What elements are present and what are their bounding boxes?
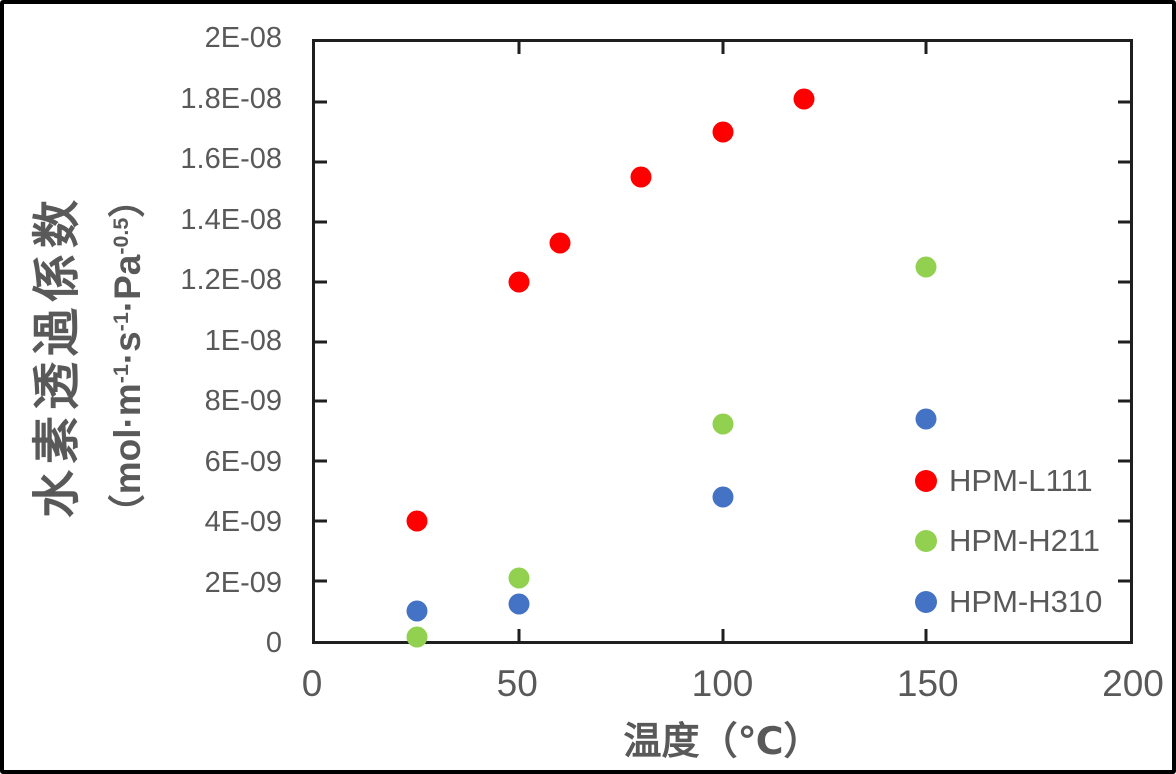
data-point-HPM-L111 (406, 510, 428, 532)
y-tick-left (315, 100, 327, 104)
legend-item-HPM-H211: HPM-H211 (915, 523, 1100, 559)
legend-label: HPM-L111 (949, 463, 1093, 498)
x-tick-bottom (721, 629, 724, 641)
data-point-HPM-L111 (712, 121, 733, 143)
data-point-HPM-H211 (406, 626, 428, 647)
y-tick-left (315, 160, 327, 164)
x-tick-label: 50 (496, 663, 538, 704)
y-tick-left (315, 519, 327, 523)
y-tick-left (315, 280, 327, 284)
legend-label: HPM-H310 (949, 584, 1103, 619)
y-tick-label: 1.6E-08 (180, 142, 282, 175)
data-point-HPM-H310 (406, 600, 428, 622)
data-point-HPM-L111 (630, 166, 652, 188)
y-tick-right (1118, 519, 1130, 523)
y-tick-label: 0 (265, 626, 282, 659)
y-tick-left (315, 220, 327, 224)
plot-area (312, 39, 1133, 647)
y-tick-right (1118, 459, 1130, 463)
y-tick-right (1118, 399, 1130, 403)
x-tick-label: 100 (691, 663, 754, 704)
y-tick-label: 6E-09 (204, 445, 282, 478)
y-tick-label: 2E-09 (204, 566, 282, 599)
y-tick-label: 1.2E-08 (180, 263, 282, 296)
legend-marker-icon (915, 591, 937, 613)
x-tick-top (517, 42, 521, 54)
y-tick-right (1118, 160, 1130, 164)
data-point-HPM-H310 (712, 486, 733, 508)
data-point-HPM-L111 (549, 232, 570, 254)
legend-marker-icon (915, 470, 937, 492)
x-tick-top (721, 42, 724, 54)
y-tick-label: 2E-08 (204, 21, 282, 54)
data-point-HPM-H310 (915, 408, 937, 430)
legend-item-HPM-H310: HPM-H310 (915, 584, 1102, 620)
y-tick-label: 8E-09 (204, 384, 282, 417)
y-tick-left (315, 579, 327, 583)
y-tick-right (1118, 220, 1130, 224)
y-tick-label: 1E-08 (204, 324, 282, 357)
y-tick-right (1118, 100, 1130, 104)
y-tick-left (315, 399, 327, 403)
y-tick-left (315, 459, 327, 463)
x-axis-title: 温度（℃） (623, 721, 822, 763)
y-tick-right (1118, 280, 1130, 284)
y-tick-right (1118, 579, 1130, 583)
x-tick-top (924, 42, 928, 54)
y-tick-label: 1.4E-08 (180, 203, 282, 236)
y-tick-label: 1.8E-08 (180, 82, 282, 115)
x-tick-bottom (517, 629, 521, 641)
x-tick-label: 200 (1102, 663, 1164, 704)
data-point-HPM-L111 (793, 88, 815, 110)
y-tick-left (315, 340, 327, 343)
legend-label: HPM-H211 (949, 523, 1101, 558)
data-point-HPM-H211 (508, 567, 530, 589)
data-point-HPM-H310 (508, 593, 530, 615)
data-point-HPM-L111 (508, 271, 530, 293)
data-point-HPM-H211 (712, 413, 733, 435)
unit-superscript: -1 (109, 364, 134, 384)
legend-marker-icon (915, 530, 937, 552)
legend-item-HPM-L111: HPM-L111 (915, 463, 1093, 499)
x-tick-label: 0 (301, 663, 323, 704)
data-point-HPM-H211 (915, 256, 937, 278)
y-tick-label: 4E-09 (204, 505, 282, 538)
y-tick-right (1118, 340, 1130, 343)
x-tick-bottom (924, 629, 928, 641)
x-tick-label: 150 (896, 663, 959, 704)
